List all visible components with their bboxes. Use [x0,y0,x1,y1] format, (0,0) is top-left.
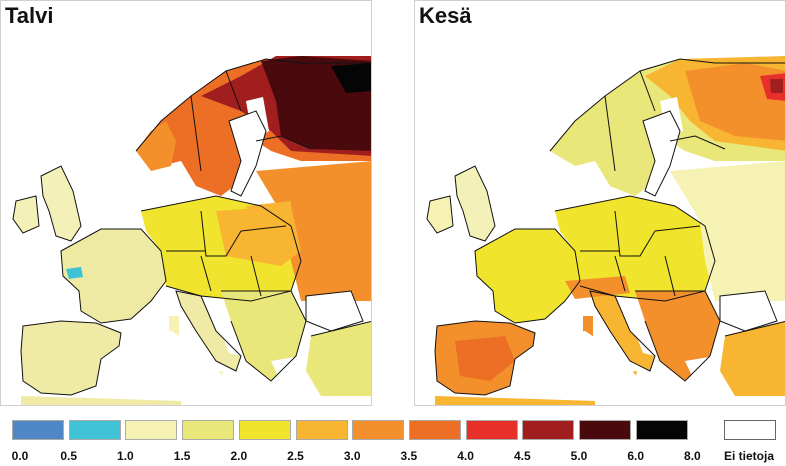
legend-tick-label: 2.5 [287,449,304,463]
legend-swatch-3 [182,420,235,440]
legend-swatch-5 [295,420,348,440]
land-iceland-spot [66,267,83,279]
legend-swatch-11 [635,420,688,440]
legend-swatch-9 [522,420,575,440]
panel-title-winter: Talvi [5,3,54,28]
sea-bothnia [660,97,683,141]
legend-tick-label: 4.5 [513,449,531,463]
land-ireland [427,196,453,233]
sea-aegean [271,356,311,393]
legend-tick-label: 1.0 [117,449,134,463]
sea-black [720,291,777,331]
land-corsica [583,316,593,336]
land-balkans [221,291,306,381]
land-baltics [246,201,291,226]
legend-swatch-4 [238,420,291,440]
land-iberia-inner [455,336,515,381]
legend-nodata-label: Ei tietoja [724,449,775,463]
land-kola-darkred [770,79,783,93]
legend-swatch-0 [12,420,64,440]
legend-tick-label: 2.0 [230,449,248,463]
legend-swatch-6 [352,420,405,440]
color-legend: Ei tietoja 0.0 0.5 1.0 1.5 2.0 2.5 3.0 3.5 4.0 4.… [0,420,786,466]
land-norway-coast [136,121,176,171]
land-kola-black [331,63,371,93]
land-turkey [306,321,371,396]
land-france [475,229,580,323]
sea-adriatic [216,319,241,356]
land-east-europe [256,161,371,301]
sea-bothnia [246,97,269,141]
legend-swatch-10 [579,420,631,440]
sea-north [495,151,565,226]
land-british-isles [41,166,81,241]
land-ireland [13,196,39,233]
land-balkans [635,291,720,381]
legend-tick-label: 8.0 [684,449,701,463]
sea-adriatic [630,319,655,356]
legend-tick-label: 1.5 [173,449,191,463]
land-east-europe [670,161,785,301]
sea-north [81,151,151,226]
land-iberia [21,321,121,395]
land-turkey [720,321,785,396]
map-panel-summer: Kesä [414,0,786,406]
land-corsica [169,316,179,336]
land-central-europe [555,196,715,301]
land-alps [565,276,630,299]
sea-mediterranean [535,331,645,396]
legend-tick-label: 5.0 [570,449,588,463]
land-italy [590,291,655,371]
map-panel-winter: Talvi [0,0,372,406]
legend-swatch-2 [125,420,178,440]
legend-tick-label: 3.0 [343,449,361,463]
sea-aegean [685,356,725,393]
legend-tick-label: 3.5 [400,449,418,463]
land-italy [176,291,241,371]
land-north-africa [435,396,595,405]
legend-tick-label: 4.0 [457,449,474,463]
land-north-africa [21,396,181,405]
legend-nodata-swatch [724,420,776,440]
sea-mediterranean [121,331,231,396]
land-finland-orange [685,63,785,141]
legend-tick-label: 6.0 [627,449,645,463]
legend-swatch-8 [465,420,518,440]
legend-swatch-1 [68,420,121,440]
map-winter [12,56,371,405]
panel-title-summer: Kesä [419,3,472,28]
legend-tick-label: 0.0 [11,449,29,463]
land-france [61,229,166,323]
legend-swatch-7 [408,420,461,440]
sea-black [306,291,363,331]
map-summer [426,56,785,405]
land-british-isles [455,166,495,241]
legend-tick-label: 0.5 [60,449,78,463]
